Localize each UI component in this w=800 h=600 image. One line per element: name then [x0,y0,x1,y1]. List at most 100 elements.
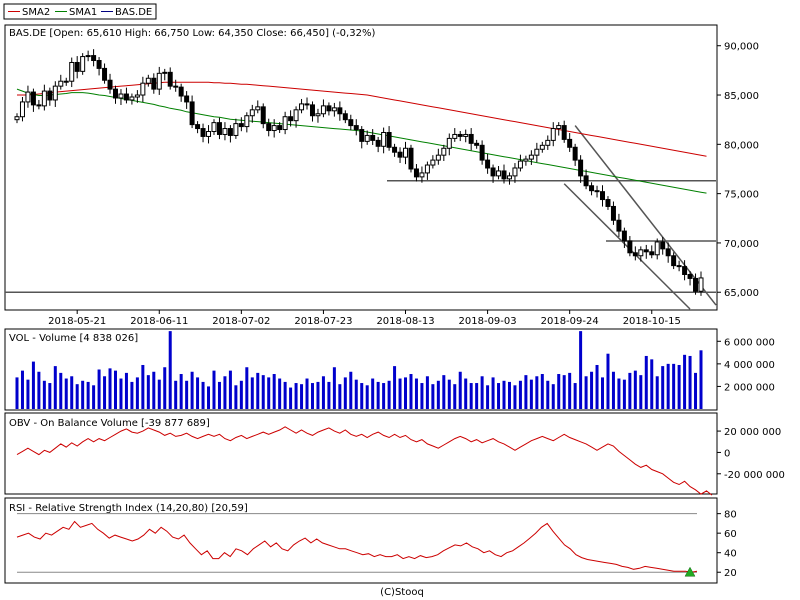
candle [85,50,91,62]
candle [693,273,699,295]
candle [266,118,272,137]
volume-bar [557,374,561,409]
price-xtick-label: 2018-07-23 [294,316,352,327]
candle [665,242,671,263]
volume-bar [141,364,145,409]
candle [348,114,354,131]
candle [676,260,682,272]
rsi-panel-title: RSI - Relative Strength Index (14,20,80)… [9,503,248,514]
candle [156,66,162,95]
volume-bar [562,375,566,409]
candle [107,73,113,94]
volume-bar [119,378,123,409]
obv-panel-title: OBV - On Balance Volume [-39 877 689] [9,418,210,429]
candle [605,196,611,210]
candle [600,185,606,207]
price-xtick-label: 2018-05-21 [48,316,106,327]
candle [517,154,523,172]
volume-bar [436,380,440,409]
volume-bar [261,375,265,409]
volume-bar [584,376,588,409]
volume-bar [130,381,134,409]
volume-bar [387,380,391,409]
volume-bar [92,385,96,409]
candle [479,140,485,165]
candle [211,119,217,135]
candle [19,96,25,122]
candle [567,132,573,152]
candle [441,144,447,161]
volume-bar [316,381,320,409]
candle [96,57,102,76]
volume-bar [48,383,52,409]
price-xtick-label: 2018-09-03 [459,316,517,327]
volume-bar [513,385,517,409]
candle [539,141,545,153]
volume-bar [475,383,479,409]
volume-bar [223,376,227,409]
volume-bar [31,361,35,409]
volume-bar [343,377,347,409]
candle [47,87,53,106]
candle [485,153,491,174]
price-xtick-label: 2018-07-02 [212,316,270,327]
candle [381,127,387,154]
rsi-layer [16,513,698,577]
volume-bar [217,381,221,409]
volume-bar [272,374,276,409]
candle [430,155,436,169]
axis-layer: 90,000 85,000 80,000 75,000 70,000 65,000 2018… [48,42,785,580]
volume-bar [633,370,637,409]
legend: SMA2 SMA1 BAS.DE [3,3,157,20]
volume-bar [666,363,670,409]
volume-ytick-label: 2 000 000 [724,382,775,393]
volume-bar [606,353,610,409]
volume-bar [185,380,189,409]
candle [353,119,359,136]
obv-ytick-label: 0 [724,448,730,459]
candle [403,141,409,165]
volume-ytick-label: 6 000 000 [724,337,775,348]
volume-bar [573,383,577,409]
volume-bar [327,381,331,409]
candle [364,130,370,145]
volume-bar [64,378,68,409]
price-ytick-label: 90,000 [724,42,759,53]
volume-bar [617,378,621,409]
candle [419,166,425,183]
volume-bar [75,384,79,409]
candle [342,110,348,124]
candle [649,245,655,259]
volume-panel-frame [4,328,718,411]
candle [643,244,649,259]
volume-bar [579,331,583,409]
candle [173,79,179,92]
volume-bar [442,375,446,409]
volume-bar [59,372,63,409]
candle [490,164,496,183]
volume-bar [70,376,74,409]
candle [304,97,310,110]
volume-bar [694,372,698,409]
candle [58,74,64,90]
candle [271,119,277,138]
price-ytick-label: 85,000 [724,91,759,102]
volume-bar [228,370,232,409]
candle [523,155,529,166]
volume-bar [595,364,599,409]
volume-bar [103,376,107,409]
volume-bar [42,380,46,409]
candle [102,63,108,84]
price-xtick-label: 2018-10-15 [623,316,681,327]
candle [299,98,305,114]
volume-bar [37,371,41,409]
candle [594,185,600,198]
volume-bar [699,350,703,409]
volume-bar [469,383,473,409]
volume-bar [152,371,156,409]
candle [189,95,195,129]
candle [200,123,206,143]
price-panel-frame [4,24,718,311]
candle [14,113,20,124]
